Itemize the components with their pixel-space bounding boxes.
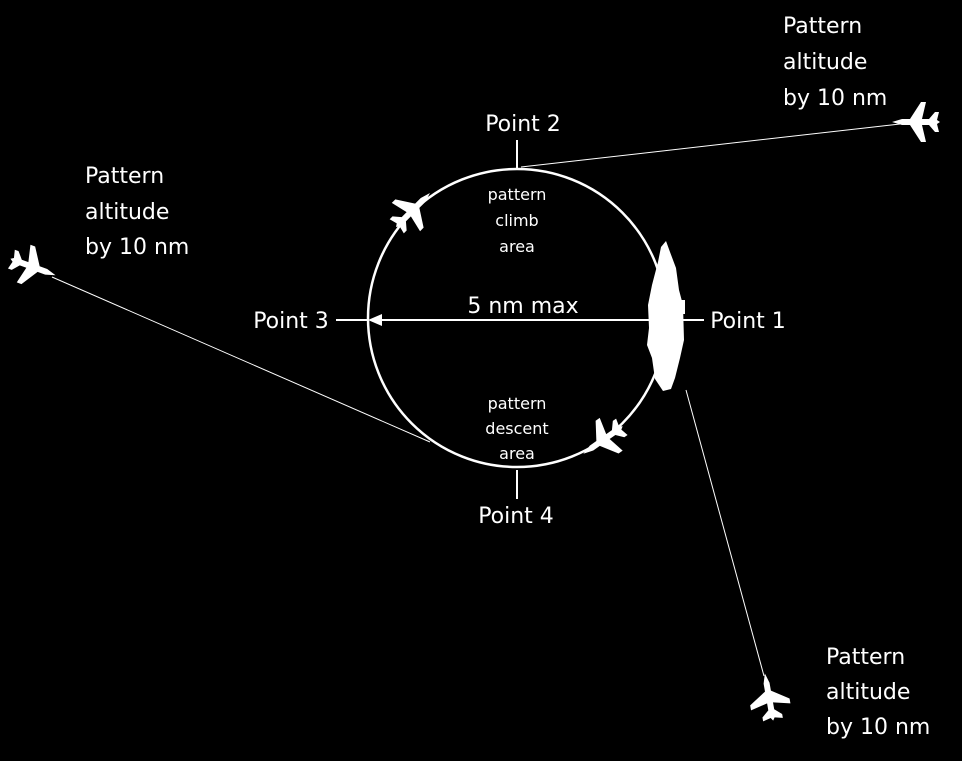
note-line: altitude <box>85 200 169 225</box>
note-top-right: Pattern altitude by 10 nm <box>783 14 887 111</box>
point4-label: Point 4 <box>478 504 554 529</box>
radius-label: 5 nm max <box>467 294 578 319</box>
note-line: Pattern <box>826 645 905 670</box>
climb-area-line: area <box>499 237 535 256</box>
climb-area-label: pattern climb area <box>488 185 547 256</box>
note-line: by 10 nm <box>826 715 930 740</box>
climb-area-line: climb <box>495 211 538 230</box>
note-line: Pattern <box>85 164 164 189</box>
descent-area-line: pattern <box>488 394 547 413</box>
note-left: Pattern altitude by 10 nm <box>85 164 189 260</box>
descent-area-line: area <box>499 444 535 463</box>
track-top-right <box>520 123 901 168</box>
track-left <box>51 276 431 443</box>
track-bottom-right <box>685 389 765 677</box>
radius-arrowhead <box>368 314 382 326</box>
climb-area-line: pattern <box>488 185 547 204</box>
note-line: by 10 nm <box>783 86 887 111</box>
point1-label: Point 1 <box>710 309 786 334</box>
note-line: Pattern <box>783 14 862 39</box>
point2-label: Point 2 <box>485 112 561 137</box>
note-line: altitude <box>826 680 910 705</box>
descent-area-line: descent <box>485 419 548 438</box>
note-line: by 10 nm <box>85 235 189 260</box>
aircraft-carrier-icon <box>647 241 685 391</box>
point3-label: Point 3 <box>253 309 329 334</box>
note-line: altitude <box>783 50 867 75</box>
descent-area-label: pattern descent area <box>485 394 548 463</box>
note-bottom-right: Pattern altitude by 10 nm <box>826 645 930 740</box>
